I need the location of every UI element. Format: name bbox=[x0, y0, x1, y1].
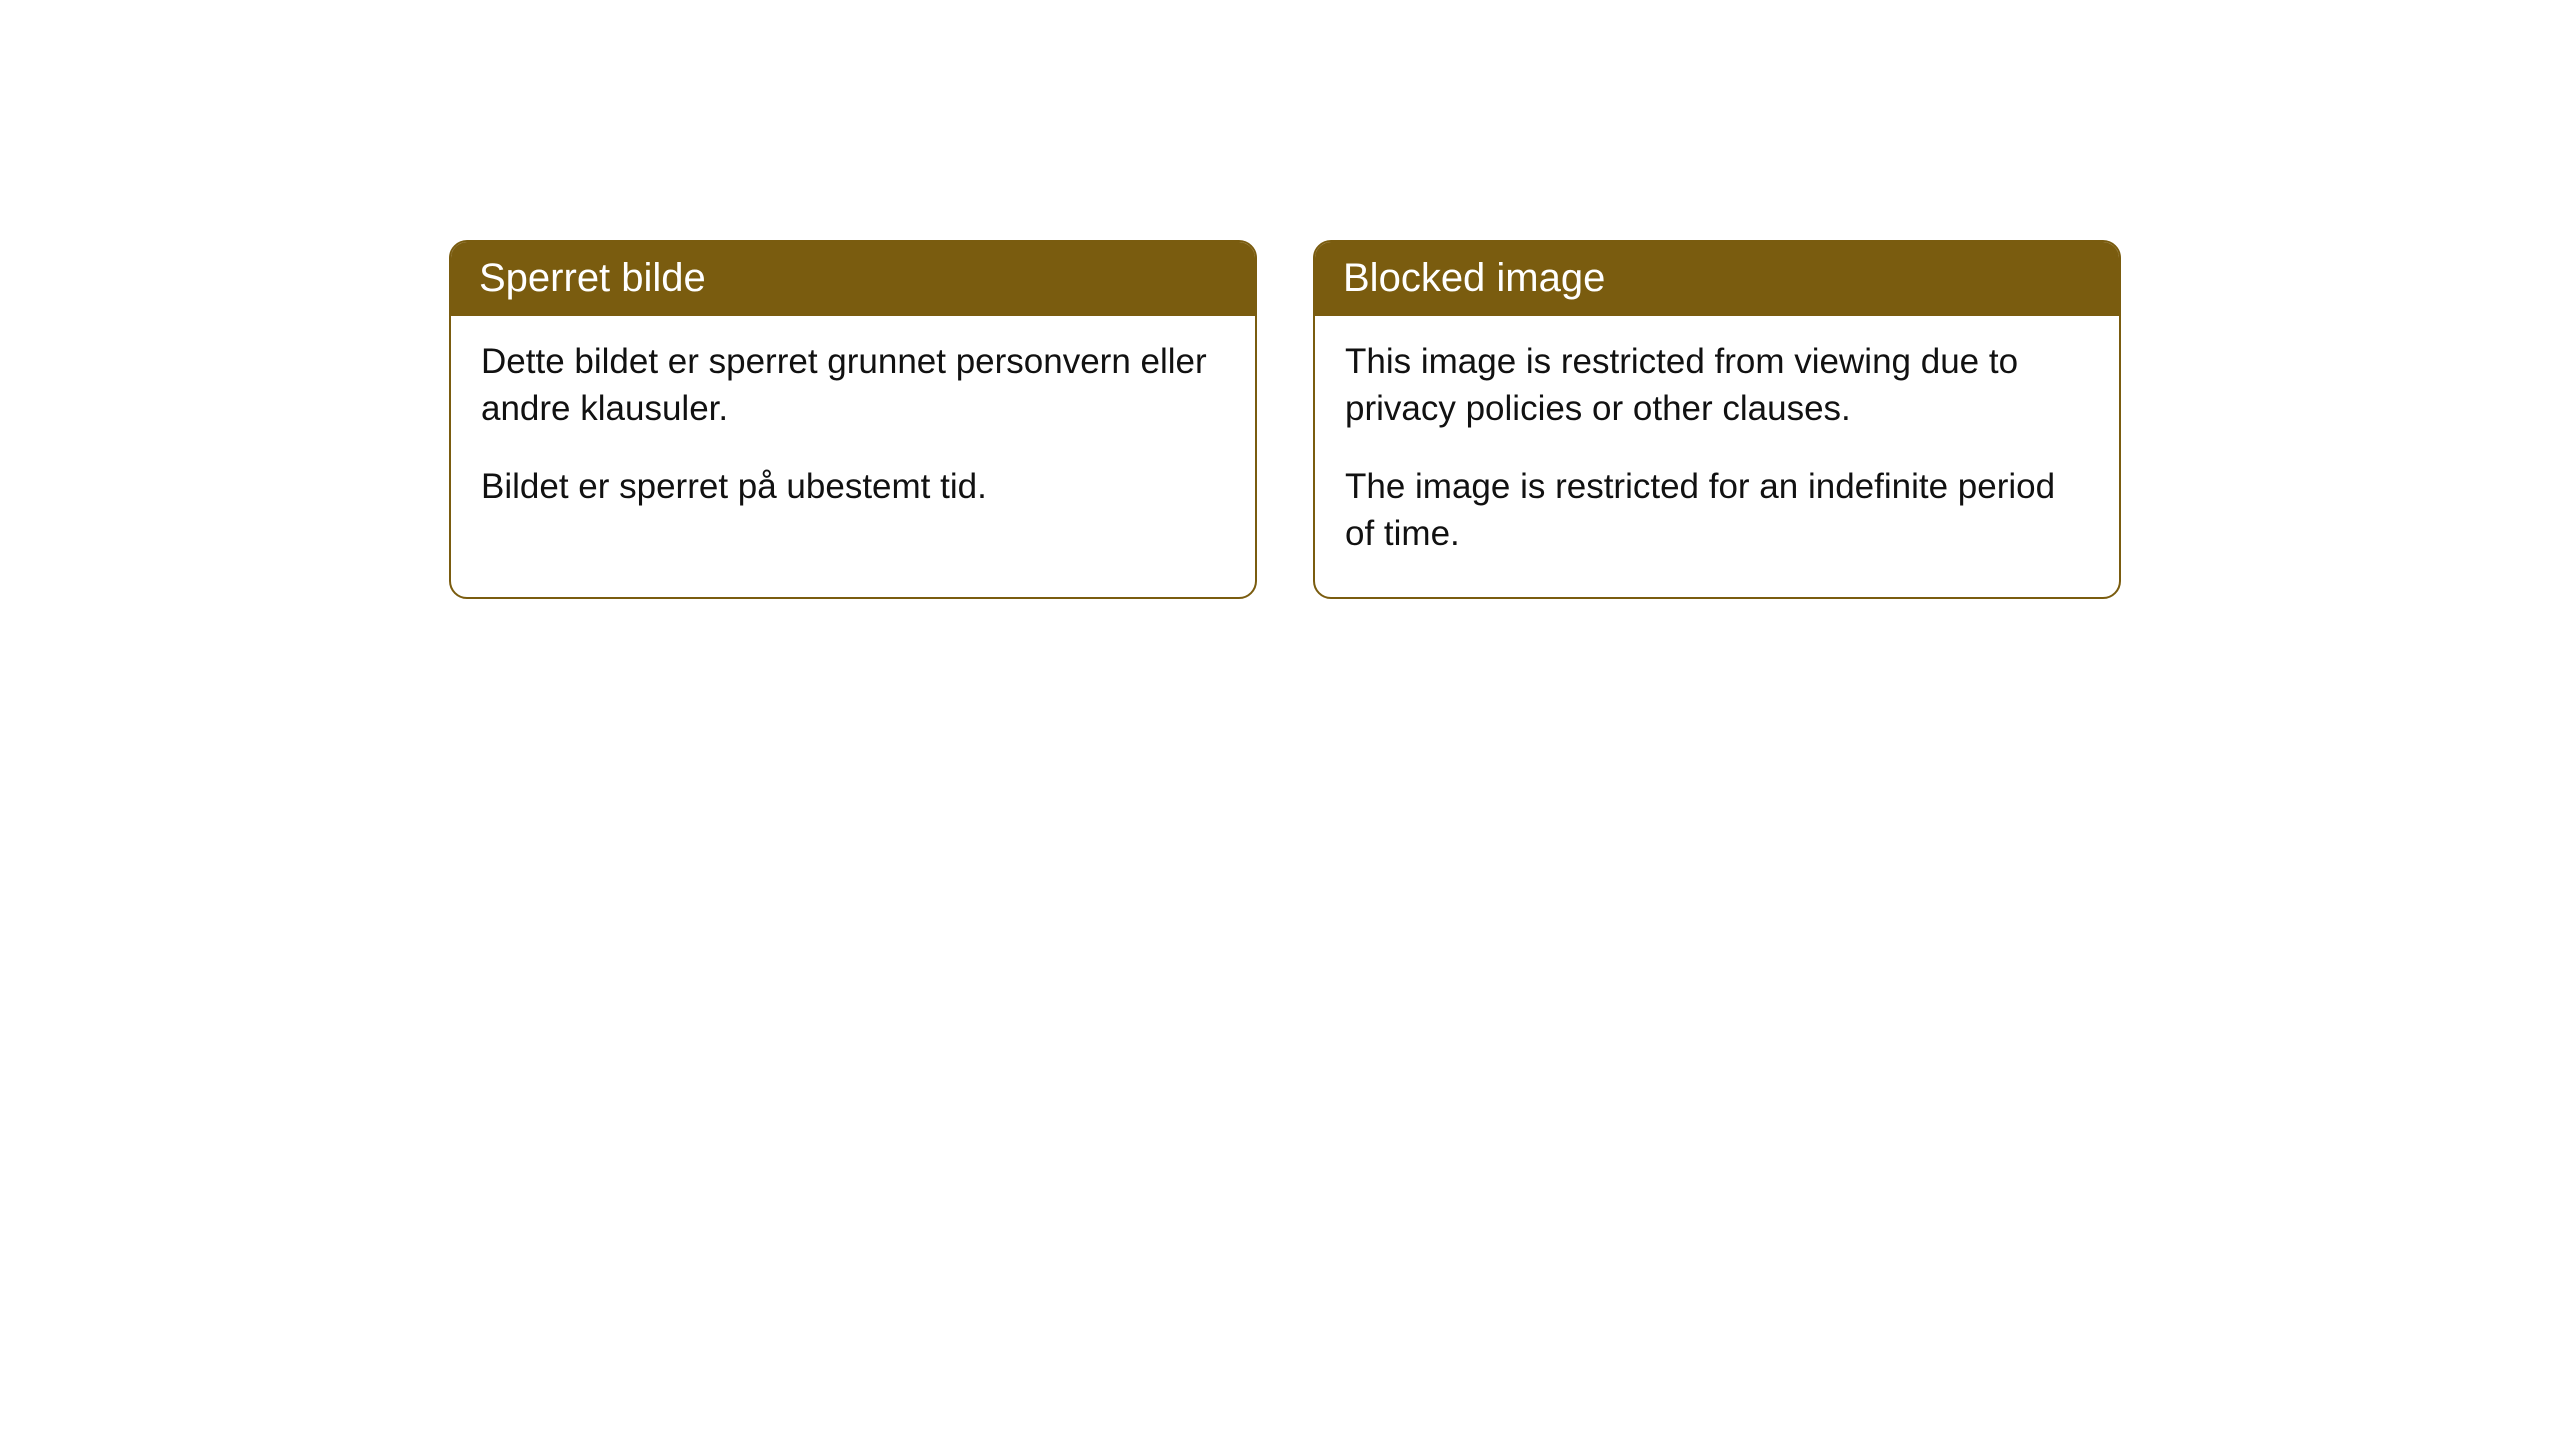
card-paragraph: The image is restricted for an indefinit… bbox=[1345, 463, 2089, 558]
card-paragraph: Bildet er sperret på ubestemt tid. bbox=[481, 463, 1225, 510]
card-title: Sperret bilde bbox=[451, 242, 1255, 316]
notice-cards-container: Sperret bilde Dette bildet er sperret gr… bbox=[0, 0, 2560, 599]
card-paragraph: Dette bildet er sperret grunnet personve… bbox=[481, 338, 1225, 433]
card-paragraph: This image is restricted from viewing du… bbox=[1345, 338, 2089, 433]
card-title: Blocked image bbox=[1315, 242, 2119, 316]
card-body: This image is restricted from viewing du… bbox=[1315, 316, 2119, 597]
card-body: Dette bildet er sperret grunnet personve… bbox=[451, 316, 1255, 550]
notice-card-norwegian: Sperret bilde Dette bildet er sperret gr… bbox=[449, 240, 1257, 599]
notice-card-english: Blocked image This image is restricted f… bbox=[1313, 240, 2121, 599]
